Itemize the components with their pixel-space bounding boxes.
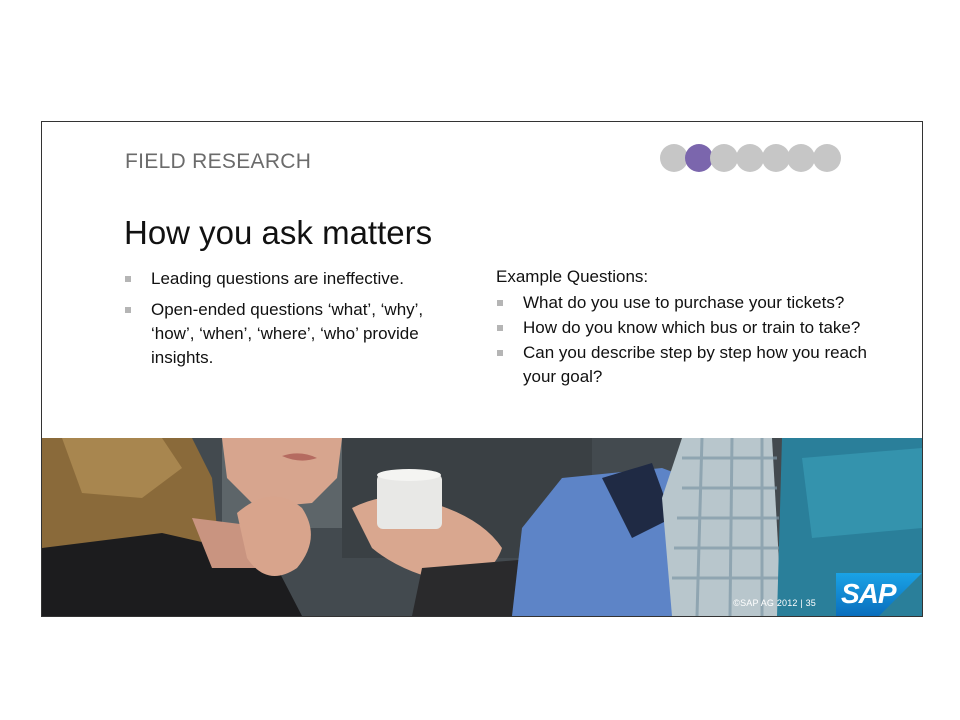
sap-logo-text: SAP [841,578,897,609]
bullet-item: Open-ended questions ‘what’, ‘why’, ‘how… [124,298,464,370]
bullet-square-icon [497,300,503,306]
slide-headline: How you ask matters [124,214,433,251]
footer-copyright: ©SAP AG 2012 | 35 [733,598,816,608]
progress-dot [710,144,738,172]
bullet-item: Leading questions are ineffective. [124,267,464,291]
bullet-square-icon [125,307,131,313]
progress-dot [660,144,688,172]
progress-dot [762,144,790,172]
progress-dot [736,144,764,172]
bullet-text: Open-ended questions ‘what’, ‘why’, ‘how… [151,300,424,367]
meeting-photo: ©SAP AG 2012 | 35 SAP [42,438,922,616]
bullet-square-icon [497,325,503,331]
slide: FIELD RESEARCH How you ask matters Leadi… [41,121,923,617]
bullet-item: How do you know which bus or train to ta… [496,316,896,340]
right-column: Example Questions: What do you use to pu… [496,265,896,390]
progress-dot [813,144,841,172]
bullet-text: What do you use to purchase your tickets… [523,293,845,312]
progress-dot-active [685,144,713,172]
progress-dot [787,144,815,172]
left-column: Leading questions are ineffective. Open-… [124,267,464,377]
bullet-square-icon [125,276,131,282]
bullet-text: How do you know which bus or train to ta… [523,318,861,337]
bullet-item: What do you use to purchase your tickets… [496,291,896,315]
example-questions-heading: Example Questions: [496,267,649,286]
bullet-text: Leading questions are ineffective. [151,269,404,288]
section-title: FIELD RESEARCH [125,150,312,173]
meeting-photo-illustration [42,438,922,616]
bullet-text: Can you describe step by step how you re… [523,343,867,386]
bullet-item: Can you describe step by step how you re… [496,341,896,389]
progress-indicator [660,144,842,172]
bullet-square-icon [497,350,503,356]
